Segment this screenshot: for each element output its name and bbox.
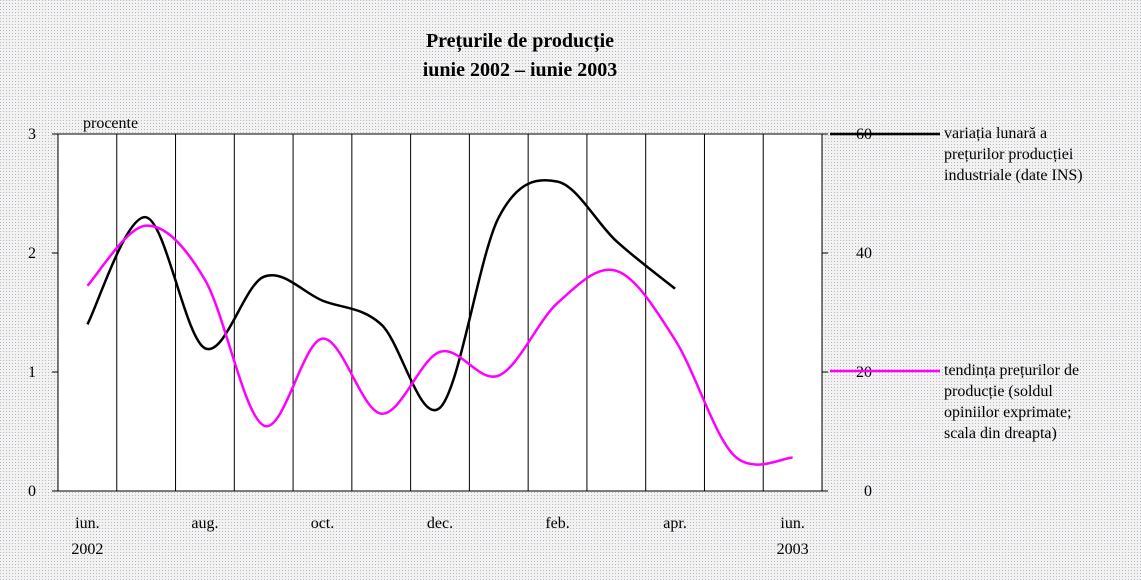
y-tick-label: 3 (28, 126, 36, 143)
x-tick-label: iun. 2003 (777, 515, 809, 558)
x-tick-label: feb. (545, 515, 569, 532)
x-tick-label: apr. (663, 515, 687, 532)
chart-subtitle: iunie 2002 – iunie 2003 (423, 59, 617, 81)
x-tick-label: oct. (311, 515, 335, 532)
y2-tick-label: 0 (864, 483, 872, 500)
legend-label: tendința prețurilor de producție (soldul… (944, 362, 1080, 442)
y-axis-label: procente (83, 115, 138, 132)
x-tick-label: dec. (427, 515, 453, 532)
y2-tick-label: 20 (856, 364, 872, 381)
y-tick-label: 1 (28, 364, 36, 381)
plot-area (58, 134, 822, 491)
legend-label: variația lunară a prețurilor producției … (944, 125, 1083, 184)
chart-title: Prețurile de producție (426, 30, 614, 53)
y2-tick-label: 40 (856, 245, 872, 262)
plot-frame (57, 133, 823, 492)
series-line (86, 178, 676, 412)
x-tick-label: iun. 2002 (71, 515, 103, 558)
series-line (86, 224, 793, 466)
x-tick-label: aug. (191, 515, 218, 532)
y-tick-label: 2 (28, 245, 36, 262)
y-tick-label: 0 (28, 483, 36, 500)
